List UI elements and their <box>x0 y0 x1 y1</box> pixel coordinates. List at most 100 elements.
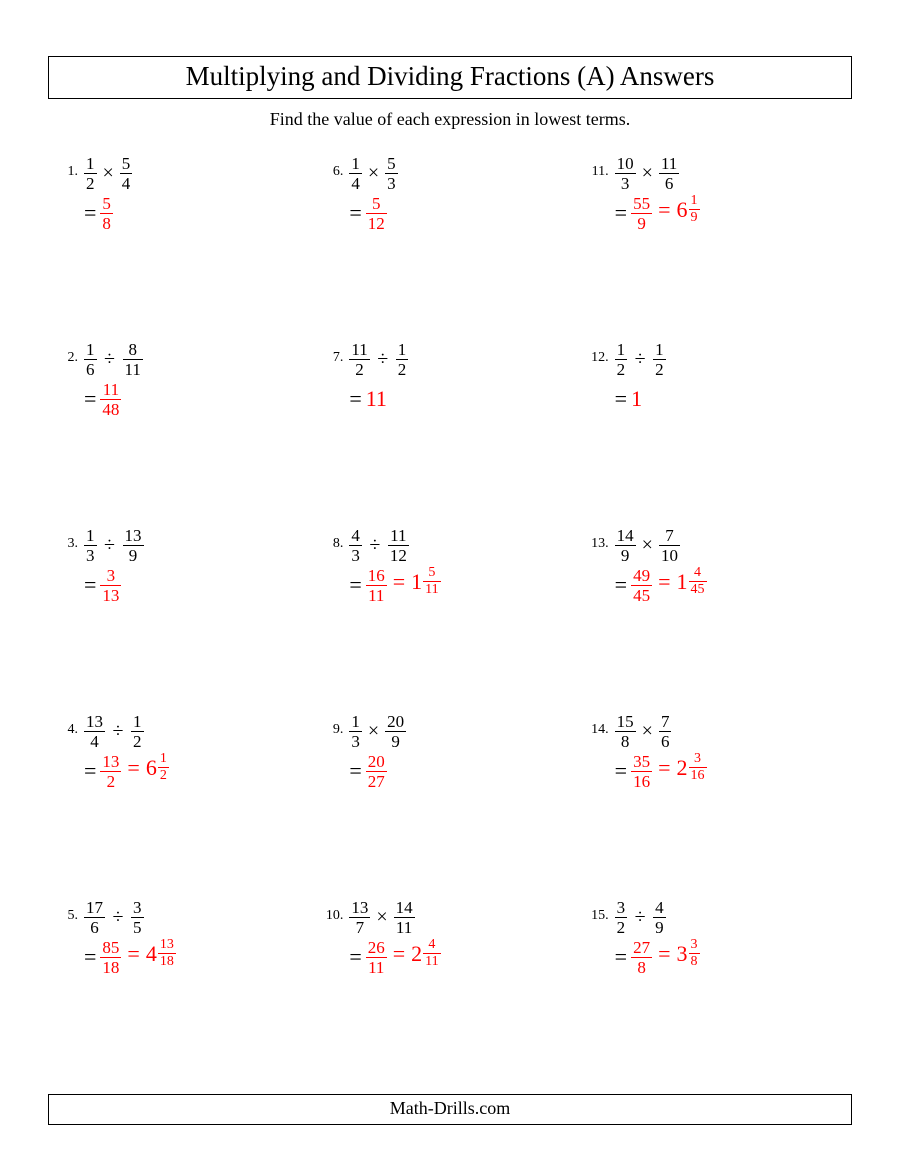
fraction: 158 <box>615 713 636 750</box>
answer-row: =132=612 <box>84 752 169 790</box>
numerator: 1 <box>84 341 97 359</box>
answer-row: =3516=2316 <box>615 752 707 790</box>
numerator: 49 <box>631 567 652 585</box>
problem-body: 16÷811=1148 <box>84 340 143 418</box>
problem-number: 15. <box>583 898 615 924</box>
denominator: 9 <box>631 213 652 232</box>
page-title: Multiplying and Dividing Fractions (A) A… <box>48 56 852 99</box>
expression: 137×1411 <box>349 898 414 936</box>
answer-row: =8518=41318 <box>84 938 176 976</box>
numerator: 3 <box>692 752 703 767</box>
fraction: 19 <box>689 194 700 225</box>
numerator: 5 <box>100 195 113 213</box>
denominator: 2 <box>653 359 666 378</box>
equals-sign: = <box>652 569 676 594</box>
problem: 13.149×710=4945=1445 <box>583 520 848 706</box>
answer: 559=619 <box>631 194 699 231</box>
answer: 313 <box>100 567 121 604</box>
mixed-number: 2316 <box>677 752 707 783</box>
equals-sign: = <box>387 569 411 594</box>
numerator: 14 <box>394 899 415 917</box>
times-operator: × <box>370 907 393 927</box>
equals-sign: = <box>652 941 676 966</box>
fraction: 12 <box>653 341 666 378</box>
numerator: 20 <box>366 753 387 771</box>
divide-operator: ÷ <box>370 349 396 369</box>
numerator: 1 <box>84 527 97 545</box>
denominator: 11 <box>423 953 440 969</box>
problem-body: 32÷49=278=338 <box>615 898 700 976</box>
numerator: 13 <box>84 713 105 731</box>
fraction: 445 <box>689 566 707 597</box>
numerator: 11 <box>388 527 408 545</box>
mixed-number: 41318 <box>146 938 176 969</box>
times-operator: × <box>636 721 659 741</box>
problem-number: 6. <box>317 154 349 180</box>
fraction: 278 <box>631 939 652 976</box>
times-operator: × <box>636 535 659 555</box>
problem-number: 2. <box>52 340 84 366</box>
problem: 1.12×54=58 <box>52 148 317 334</box>
equals-sign: = <box>615 202 631 224</box>
numerator: 4 <box>692 566 703 581</box>
answer: 4945=1445 <box>631 566 706 603</box>
numerator: 8 <box>126 341 139 359</box>
denominator: 6 <box>659 731 672 750</box>
numerator: 3 <box>615 899 628 917</box>
fraction: 16 <box>84 341 97 378</box>
problem-body: 13÷139=313 <box>84 526 144 604</box>
denominator: 9 <box>385 731 406 750</box>
numerator: 1 <box>349 713 362 731</box>
fraction: 35 <box>131 899 144 936</box>
fraction: 112 <box>349 341 369 378</box>
problem: 15.32÷49=278=338 <box>583 892 848 1078</box>
expression: 149×710 <box>615 526 680 564</box>
expression: 158×76 <box>615 712 672 750</box>
problem-body: 176÷35=8518=41318 <box>84 898 176 976</box>
problem-body: 103×116=559=619 <box>615 154 700 232</box>
problem-number: 1. <box>52 154 84 180</box>
answer-row: =58 <box>84 194 113 232</box>
problem-number: 12. <box>583 340 615 366</box>
equals-sign: = <box>121 941 145 966</box>
fraction: 38 <box>689 938 700 969</box>
equals-sign: = <box>349 760 365 782</box>
problem-number: 11. <box>583 154 615 180</box>
problem: 3.13÷139=313 <box>52 520 317 706</box>
numerator: 7 <box>663 527 676 545</box>
fraction: 14 <box>349 155 362 192</box>
problem-body: 12÷12=1 <box>615 340 666 418</box>
fraction: 313 <box>100 567 121 604</box>
fraction: 3516 <box>631 753 652 790</box>
worksheet-page: Multiplying and Dividing Fractions (A) A… <box>0 0 900 1165</box>
denominator: 2 <box>615 917 628 936</box>
fraction: 12 <box>615 341 628 378</box>
fraction: 12 <box>131 713 144 750</box>
divide-operator: ÷ <box>362 535 388 555</box>
answer-row: =11 <box>349 380 387 418</box>
numerator: 85 <box>100 939 121 957</box>
problem-number: 9. <box>317 712 349 738</box>
fraction: 139 <box>123 527 144 564</box>
problem: 4.134÷12=132=612 <box>52 706 317 892</box>
times-operator: × <box>362 721 385 741</box>
fraction: 13 <box>349 713 362 750</box>
expression: 13×209 <box>349 712 406 750</box>
answer-row: =2027 <box>349 752 386 790</box>
problem-number: 8. <box>317 526 349 552</box>
fraction: 54 <box>120 155 133 192</box>
denominator: 8 <box>615 731 636 750</box>
equals-sign: = <box>615 388 631 410</box>
denominator: 3 <box>349 731 362 750</box>
numerator: 5 <box>385 155 398 173</box>
mixed-number: 1511 <box>411 566 440 597</box>
numerator: 13 <box>100 753 121 771</box>
numerator: 5 <box>426 566 437 581</box>
fraction: 2611 <box>366 939 387 976</box>
answer: 278=338 <box>631 938 699 975</box>
denominator: 2 <box>158 767 169 783</box>
denominator: 2 <box>349 359 369 378</box>
fraction: 8518 <box>100 939 121 976</box>
fraction: 53 <box>385 155 398 192</box>
equals-sign: = <box>84 760 100 782</box>
